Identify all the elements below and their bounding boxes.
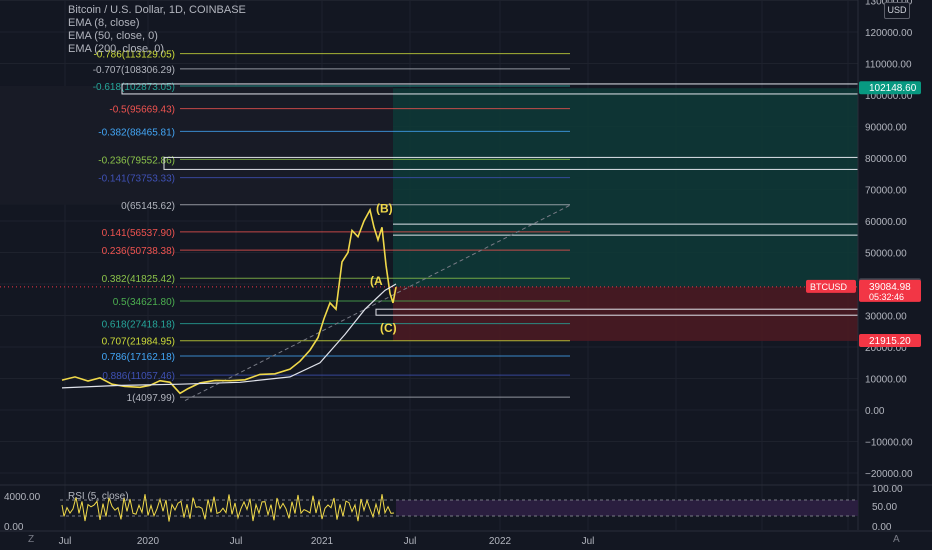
rsi-right-tick: 100.00 (872, 484, 903, 495)
price-axis-bg (858, 0, 932, 484)
time-tick-label: Jul (404, 536, 417, 547)
fib-level-label: -0.5(95669.43) (109, 105, 175, 116)
fib-level-label: 0(65145.62) (121, 201, 175, 212)
time-tick-label: 2020 (137, 536, 160, 547)
fib-level-label: -0.707(108306.29) (93, 65, 175, 76)
target-zone (393, 88, 858, 287)
time-tick-label: 2022 (489, 536, 512, 547)
price-tick-label: 70000.00 (865, 186, 907, 197)
timezone-button[interactable]: Z (28, 534, 35, 545)
price-badge (859, 333, 921, 347)
auto-scale-button[interactable]: A (893, 534, 900, 545)
chart-legend: Bitcoin / U.S. Dollar, 1D, COINBASE EMA … (68, 4, 246, 56)
wave-label: (B) (376, 201, 393, 215)
trend-line (184, 204, 571, 401)
legend-title: Bitcoin / U.S. Dollar, 1D, COINBASE (68, 4, 246, 16)
price-tick-label: 60000.00 (865, 217, 907, 228)
fib-level-label: 0.5(34621.80) (113, 297, 175, 308)
price-tick-label: 100000.00 (865, 91, 913, 102)
rsi-left-tick: 4000.00 (4, 492, 41, 503)
time-tick-label: Jul (582, 536, 595, 547)
price-tick-label: 30000.00 (865, 312, 907, 323)
symbol-tag-label: BTCUSD (810, 282, 848, 292)
price-badge (859, 279, 921, 302)
fib-level-label: 0.618(27418.18) (102, 320, 175, 331)
fib-level-label: -0.141(73753.33) (98, 174, 175, 185)
rsi-band (396, 500, 858, 516)
fib-level-label: -0.618(102873.05) (93, 82, 175, 93)
price-badge (859, 81, 921, 95)
price-tick-label: −10000.00 (865, 438, 913, 449)
legend-ema50[interactable]: EMA (50, close, 0) (68, 30, 158, 42)
ema200-series (61, 283, 397, 389)
wave-label: (C) (380, 321, 397, 335)
fib-level-label: 1(4097.99) (127, 393, 175, 404)
time-tick-label: Jul (230, 536, 243, 547)
price-badge-label: 102148.60 (869, 83, 917, 94)
price-tick-label: 110000.00 (865, 60, 912, 71)
price-tick-label: 80000.00 (865, 154, 907, 165)
legend-ema8[interactable]: EMA (8, close) (68, 17, 140, 29)
price-tick-label: 20000.00 (865, 343, 907, 354)
fib-level-label: 0.236(50738.38) (102, 246, 175, 257)
price-tick-label: 90000.00 (865, 123, 907, 134)
stop-zone (393, 286, 858, 341)
rsi-right-tick: 0.00 (872, 522, 892, 533)
price-tick-label: 50000.00 (865, 249, 907, 260)
price-badge-label: 39084.98 (869, 282, 911, 293)
fib-level-label: 0.707(21984.95) (102, 337, 175, 348)
price-tick-label: 10000.00 (865, 375, 907, 386)
price-badge-label: 21915.20 (869, 336, 911, 347)
fib-level-label: -0.236(79552.86) (98, 155, 175, 166)
price-series (61, 207, 397, 395)
time-tick-label: 2021 (311, 536, 334, 547)
fib-level-label: -0.786(113129.05) (93, 50, 175, 61)
rsi-right-tick: 50.00 (872, 502, 897, 513)
fib-level-label: 0.382(41825.42) (102, 274, 175, 285)
currency-button[interactable]: USD (884, 2, 910, 19)
price-tick-label: −20000.00 (865, 469, 913, 480)
price-tick-label: 120000.00 (865, 28, 913, 39)
wave-label: (A (370, 274, 383, 288)
rsi-legend: RSI (5, close) (68, 491, 129, 502)
rsi-series (61, 494, 395, 522)
fib-level-label: 0.141(56537.90) (102, 228, 175, 239)
legend-ema200[interactable]: EMA (200, close, 0) (68, 43, 164, 55)
fib-level-label: 0.786(17162.18) (102, 352, 175, 363)
symbol-tag (806, 279, 856, 293)
time-tick-label: Jul (59, 536, 72, 547)
fib-extension-shade (0, 85, 393, 205)
rsi-left-tick: 0.00 (4, 522, 24, 533)
price-tick-label: 0.00 (865, 406, 885, 417)
fib-level-label: 0.886(11057.46) (102, 371, 175, 382)
fib-level-label: -0.382(88465.81) (98, 127, 175, 138)
price-badge-countdown: 05:32:46 (869, 292, 904, 302)
